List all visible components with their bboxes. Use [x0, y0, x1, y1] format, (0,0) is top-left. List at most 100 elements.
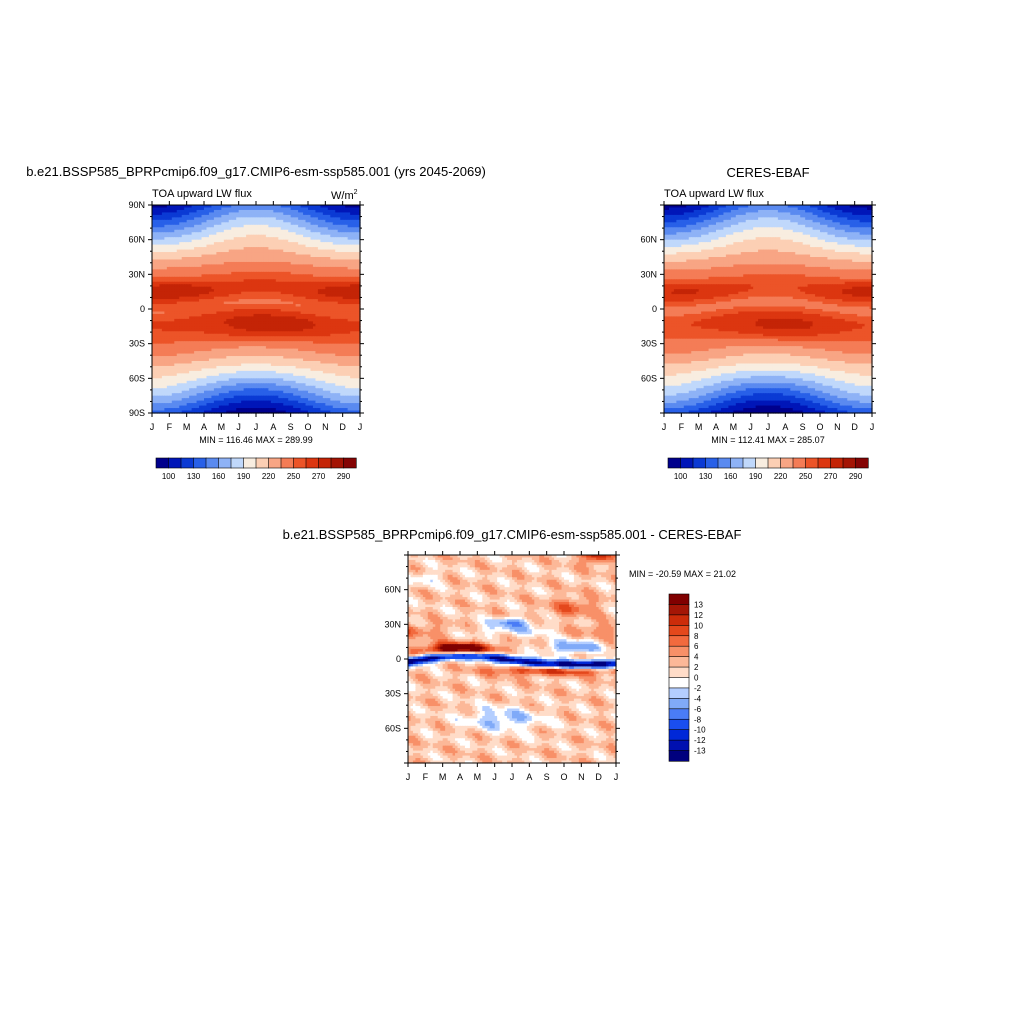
colorbar-label: -4 — [694, 694, 702, 703]
panel3-heatmap — [408, 555, 617, 764]
y-tick-label: 60S — [385, 723, 401, 733]
panel2-colorbar: 100 130 160 190 220 250 270 290 — [667, 457, 869, 481]
colorbar-label: 100 — [674, 472, 688, 481]
y-tick-label: 30N — [128, 269, 145, 279]
x-tick-label: M — [218, 422, 226, 432]
x-tick-label: J — [662, 422, 667, 432]
panel2-title: CERES-EBAF — [726, 165, 809, 180]
colorbar-label: 6 — [694, 642, 699, 651]
panel1-units: W/m2 — [331, 189, 358, 202]
colorbar-box — [842, 457, 857, 469]
x-tick-label: J — [492, 772, 497, 782]
colorbar-box — [268, 457, 282, 469]
colorbar-label: 130 — [699, 472, 713, 481]
colorbar-box — [855, 457, 869, 469]
y-tick-label: 60S — [641, 373, 657, 383]
colorbar-label: 220 — [262, 472, 276, 481]
x-tick-label: A — [201, 422, 207, 432]
panel3-minmax: MIN = -20.59 MAX = 21.02 — [629, 569, 736, 579]
colorbar-box — [830, 457, 844, 469]
colorbar-box — [668, 698, 690, 710]
x-tick-label: D — [851, 422, 858, 432]
panel2-variable-label: TOA upward LW flux — [664, 188, 764, 200]
x-tick-label: S — [288, 422, 294, 432]
colorbar-box — [668, 666, 690, 679]
panel1-title: b.e21.BSSP585_BPRPcmip6.f09_g17.CMIP6-es… — [26, 164, 486, 179]
colorbar-label: 190 — [749, 472, 763, 481]
colorbar-box — [717, 457, 732, 469]
y-tick-label: 60N — [384, 585, 401, 595]
x-tick-label: J — [870, 422, 875, 432]
colorbar-box — [218, 457, 232, 469]
panel1-heatmap — [152, 205, 361, 414]
colorbar-label: -6 — [694, 705, 702, 714]
x-tick-label: A — [270, 422, 276, 432]
x-tick-label: D — [339, 422, 346, 432]
colorbar-box — [668, 656, 690, 668]
colorbar-label: -12 — [694, 736, 706, 745]
x-tick-label: M — [730, 422, 738, 432]
colorbar-box — [343, 457, 357, 469]
colorbar-box — [667, 457, 682, 469]
colorbar-box — [668, 750, 690, 762]
colorbar-label: -2 — [694, 684, 702, 693]
y-tick-label: 30S — [129, 339, 145, 349]
colorbar-box — [305, 457, 320, 469]
colorbar-label: 160 — [724, 472, 738, 481]
x-tick-label: M — [474, 772, 482, 782]
x-tick-label: O — [560, 772, 567, 782]
panel3-title: b.e21.BSSP585_BPRPcmip6.f09_g17.CMIP6-es… — [283, 527, 742, 542]
colorbar-label: 12 — [694, 611, 703, 620]
colorbar-box — [705, 457, 719, 469]
y-tick-label: 90N — [128, 200, 145, 210]
colorbar-label: 13 — [694, 600, 703, 609]
colorbar-box — [293, 457, 307, 469]
colorbar-label: 2 — [694, 663, 699, 672]
colorbar-box — [668, 614, 690, 626]
colorbar-box — [668, 635, 690, 647]
colorbar-box — [180, 457, 195, 469]
colorbar-box — [668, 729, 690, 741]
x-tick-label: N — [322, 422, 329, 432]
y-tick-label: 60N — [640, 235, 657, 245]
colorbar-box — [668, 677, 690, 689]
colorbar-box — [805, 457, 819, 469]
x-tick-label: J — [406, 772, 411, 782]
colorbar-label: 100 — [162, 472, 176, 481]
x-tick-label: A — [457, 772, 463, 782]
colorbar-label: 10 — [694, 621, 703, 630]
panel1-colorbar: 100 130 160 190 220 250 270 290 — [155, 457, 357, 481]
panel1-variable-label: TOA upward LW flux — [152, 188, 252, 200]
colorbar-box — [168, 457, 182, 469]
x-tick-label: F — [679, 422, 685, 432]
colorbar-box — [792, 457, 807, 469]
colorbar-label: 290 — [337, 472, 351, 481]
colorbar-label: 250 — [287, 472, 301, 481]
x-tick-label: J — [254, 422, 259, 432]
x-tick-label: J — [614, 772, 619, 782]
x-tick-label: A — [782, 422, 788, 432]
colorbar-box — [243, 457, 257, 469]
x-tick-label: J — [358, 422, 363, 432]
colorbar-label: -8 — [694, 715, 702, 724]
panel2-heatmap — [664, 205, 873, 414]
colorbar-label: 270 — [824, 472, 838, 481]
colorbar-label: 130 — [187, 472, 201, 481]
x-tick-label: M — [183, 422, 191, 432]
colorbar-box — [155, 457, 170, 469]
colorbar-label: 290 — [849, 472, 863, 481]
colorbar-box — [692, 457, 707, 469]
y-tick-label: 60N — [128, 235, 145, 245]
y-tick-label: 30S — [641, 339, 657, 349]
colorbar-label: 270 — [312, 472, 326, 481]
x-tick-label: N — [578, 772, 585, 782]
y-tick-label: 0 — [396, 654, 401, 664]
colorbar-box — [205, 457, 220, 469]
x-tick-label: F — [423, 772, 429, 782]
y-tick-label: 30N — [384, 619, 401, 629]
panel1-minmax: MIN = 116.46 MAX = 289.99 — [199, 435, 312, 445]
